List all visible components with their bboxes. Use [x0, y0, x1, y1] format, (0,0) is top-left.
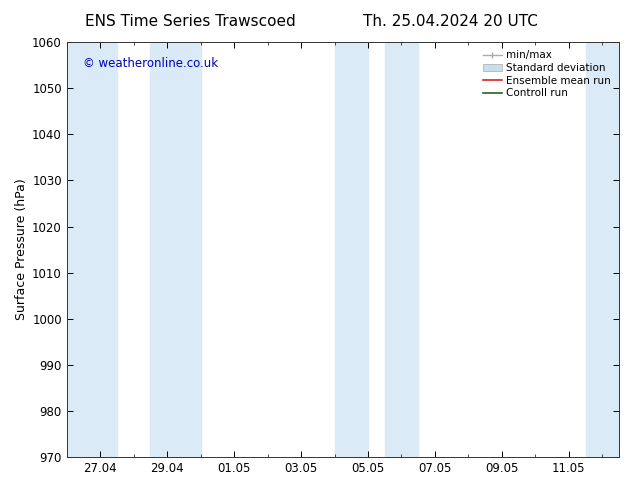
Bar: [335, 42, 368, 457]
Bar: [385, 42, 418, 457]
Text: Th. 25.04.2024 20 UTC: Th. 25.04.2024 20 UTC: [363, 14, 538, 29]
Y-axis label: Surface Pressure (hPa): Surface Pressure (hPa): [15, 179, 28, 320]
Text: © weatheronline.co.uk: © weatheronline.co.uk: [83, 56, 219, 70]
Bar: [67, 42, 117, 457]
Bar: [586, 42, 619, 457]
Legend: min/max, Standard deviation, Ensemble mean run, Controll run: min/max, Standard deviation, Ensemble me…: [479, 46, 615, 102]
Text: ENS Time Series Trawscoed: ENS Time Series Trawscoed: [85, 14, 295, 29]
Bar: [150, 42, 200, 457]
